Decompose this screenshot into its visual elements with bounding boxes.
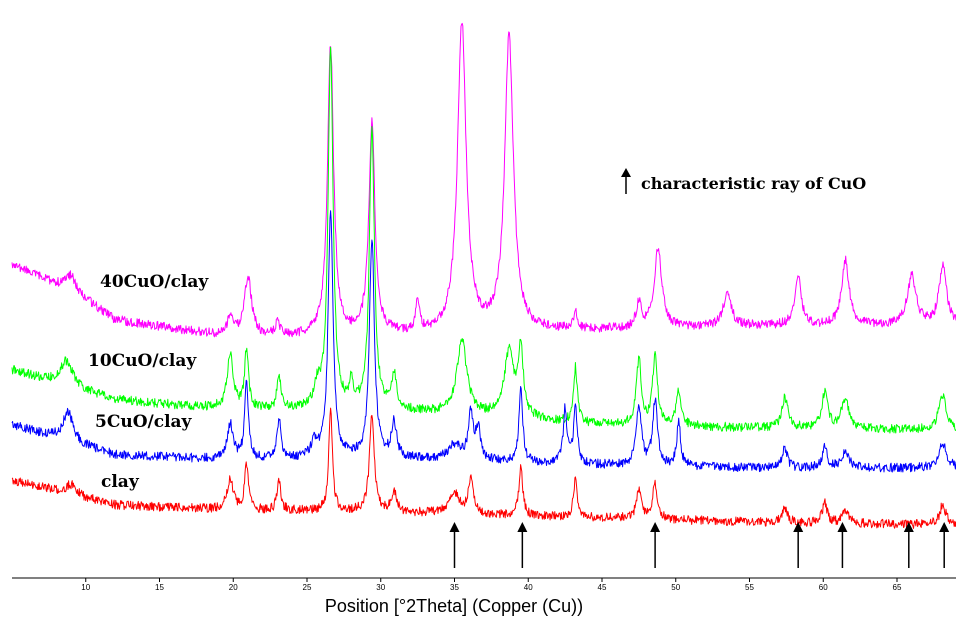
legend-arrow-icon xyxy=(621,168,631,194)
x-axis-ticks: 10 15 20 25 30 35 40 45 50 55 60 65 xyxy=(81,578,902,592)
cuo-arrow-icon xyxy=(650,522,661,532)
x-tick-label: 40 xyxy=(524,583,533,592)
cuo-arrow-icon xyxy=(939,522,950,532)
series-label-40cuo: 40CuO/clay xyxy=(100,272,209,292)
series-line-3 xyxy=(11,210,956,473)
x-tick-label: 60 xyxy=(819,583,828,592)
series-line-1 xyxy=(11,22,956,338)
series-label-10cuo: 10CuO/clay xyxy=(88,351,197,371)
legend-text: characteristic ray of CuO xyxy=(641,174,866,193)
cuo-arrow-icon xyxy=(449,522,460,532)
x-tick-label: 10 xyxy=(81,583,90,592)
x-tick-label: 65 xyxy=(893,583,902,592)
x-tick-label: 20 xyxy=(229,583,238,592)
x-axis-label: Position [°2Theta] (Copper (Cu)) xyxy=(325,596,583,616)
series-label-clay: clay xyxy=(101,472,140,492)
legend: characteristic ray of CuO xyxy=(621,168,866,194)
series-label-5cuo: 5CuO/clay xyxy=(95,412,193,432)
x-tick-label: 45 xyxy=(598,583,607,592)
x-tick-label: 30 xyxy=(376,583,385,592)
x-tick-label: 55 xyxy=(745,583,754,592)
cuo-arrow-icon xyxy=(793,522,804,532)
x-tick-label: 15 xyxy=(155,583,164,592)
x-tick-label: 35 xyxy=(450,583,459,592)
x-tick-label: 50 xyxy=(671,583,680,592)
series-line-2 xyxy=(11,46,956,434)
cuo-arrow-icon xyxy=(517,522,528,532)
cuo-markers xyxy=(449,522,950,568)
x-tick-label: 25 xyxy=(303,583,312,592)
cuo-arrow-icon xyxy=(903,522,914,532)
cuo-arrow-icon xyxy=(837,522,848,532)
